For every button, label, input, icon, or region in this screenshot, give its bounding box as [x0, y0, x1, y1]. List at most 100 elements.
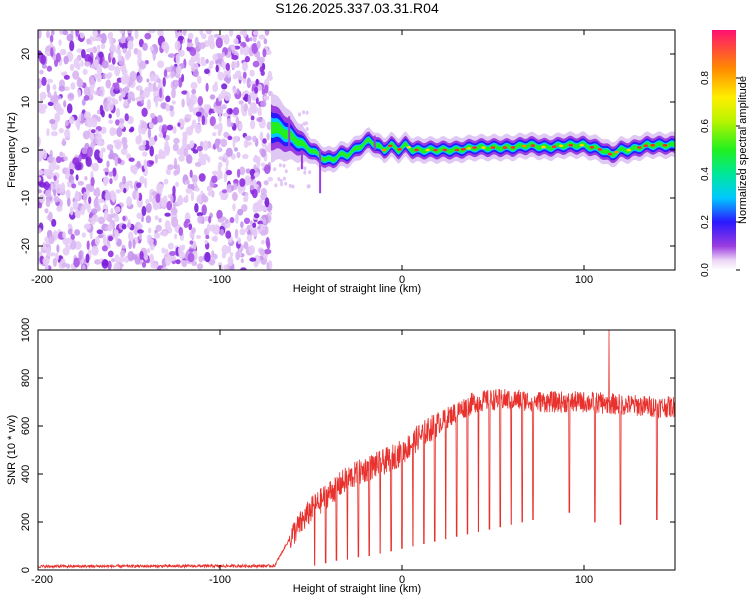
noise-blob	[107, 101, 114, 111]
noise-blob	[80, 60, 84, 67]
noise-blob	[116, 127, 123, 138]
noise-blob	[155, 224, 162, 232]
noise-blob	[186, 42, 194, 48]
noise-blob	[101, 259, 109, 269]
noise-blob	[97, 198, 105, 204]
noise-blob	[76, 48, 83, 53]
noise-blob	[296, 166, 300, 171]
noise-blob	[126, 196, 132, 207]
noise-blob	[279, 179, 283, 183]
noise-blob	[142, 139, 147, 146]
noise-blob	[259, 131, 264, 142]
noise-blob	[192, 149, 199, 154]
noise-blob	[288, 183, 292, 188]
noise-blob	[231, 55, 239, 60]
noise-blob	[154, 232, 161, 239]
noise-blob	[120, 35, 127, 44]
noise-blob	[225, 159, 229, 167]
noise-blob	[72, 157, 80, 166]
noise-blob	[161, 127, 166, 135]
noise-blob	[78, 250, 83, 261]
noise-blob	[215, 64, 219, 73]
noise-blob	[118, 95, 123, 102]
noise-blob	[94, 135, 102, 146]
noise-blob	[136, 229, 144, 234]
noise-blob	[162, 77, 166, 87]
noise-blob	[170, 194, 174, 204]
noise-blob	[175, 259, 181, 265]
noise-blob	[105, 79, 112, 89]
noise-blob	[97, 234, 104, 239]
noise-blob	[198, 151, 203, 159]
noise-blob	[242, 30, 247, 38]
colorbar-gradient	[712, 30, 736, 270]
noise-blob	[209, 60, 214, 69]
noise-blob	[149, 145, 154, 157]
noise-blob	[257, 186, 261, 194]
noise-blob	[84, 61, 91, 67]
noise-blob	[229, 252, 234, 257]
noise-blob	[72, 200, 79, 210]
noise-blob	[182, 30, 187, 36]
noise-blob	[187, 184, 194, 189]
noise-blob	[162, 195, 168, 205]
noise-blob	[40, 54, 46, 65]
noise-blob	[240, 102, 244, 113]
noise-blob	[194, 161, 202, 167]
colorbar-tick-label: 0.6	[700, 119, 711, 133]
noise-blob	[305, 110, 309, 115]
noise-blob	[308, 170, 312, 175]
noise-blob	[249, 37, 253, 42]
noise-blob	[47, 78, 53, 84]
noise-blob	[74, 229, 81, 236]
noise-blob	[41, 64, 48, 69]
noise-blob	[81, 264, 86, 270]
noise-blob	[44, 51, 52, 56]
noise-blob	[148, 253, 155, 265]
noise-blob	[47, 92, 52, 98]
noise-blob	[54, 164, 60, 170]
noise-blob	[90, 177, 95, 187]
noise-blob	[221, 244, 229, 255]
noise-blob	[231, 46, 236, 51]
noise-blob	[58, 85, 65, 92]
noise-blob	[160, 102, 167, 109]
noise-blob	[235, 251, 240, 261]
noise-blob	[251, 42, 258, 54]
noise-blob	[197, 96, 204, 106]
noise-blob	[114, 254, 120, 263]
noise-blob	[240, 267, 247, 270]
track-peak	[637, 146, 642, 149]
noise-blob	[191, 174, 198, 184]
noise-blob	[158, 218, 162, 223]
noise-blob	[223, 34, 230, 45]
noise-blob	[108, 235, 113, 242]
noise-blob	[127, 251, 135, 262]
noise-blob	[137, 223, 143, 229]
noise-blob	[94, 236, 100, 246]
noise-blob	[234, 228, 239, 239]
noise-blob	[260, 70, 265, 76]
noise-blob	[62, 231, 66, 239]
snr-xtick-label: 100	[575, 574, 593, 586]
noise-blob	[258, 106, 262, 115]
noise-blob	[47, 156, 54, 164]
noise-blob	[172, 143, 179, 152]
noise-blob	[222, 61, 227, 70]
noise-blob	[55, 156, 62, 164]
noise-blob	[260, 149, 267, 158]
colorbar-label: Normalized spectral amplitude	[737, 76, 749, 224]
noise-blob	[38, 108, 46, 114]
noise-blob	[101, 110, 105, 118]
noise-blob	[58, 128, 64, 134]
noise-blob	[155, 96, 159, 108]
track-peak	[466, 147, 472, 150]
snr-xtick-label: 0	[399, 574, 405, 586]
noise-blob	[142, 151, 148, 157]
noise-blob	[81, 99, 86, 106]
spectrogram-xlabel: Height of straight line (km)	[293, 283, 421, 295]
noise-blob	[93, 59, 99, 69]
noise-blob	[188, 59, 195, 67]
noise-blob	[157, 30, 162, 37]
track-peak	[510, 146, 516, 149]
